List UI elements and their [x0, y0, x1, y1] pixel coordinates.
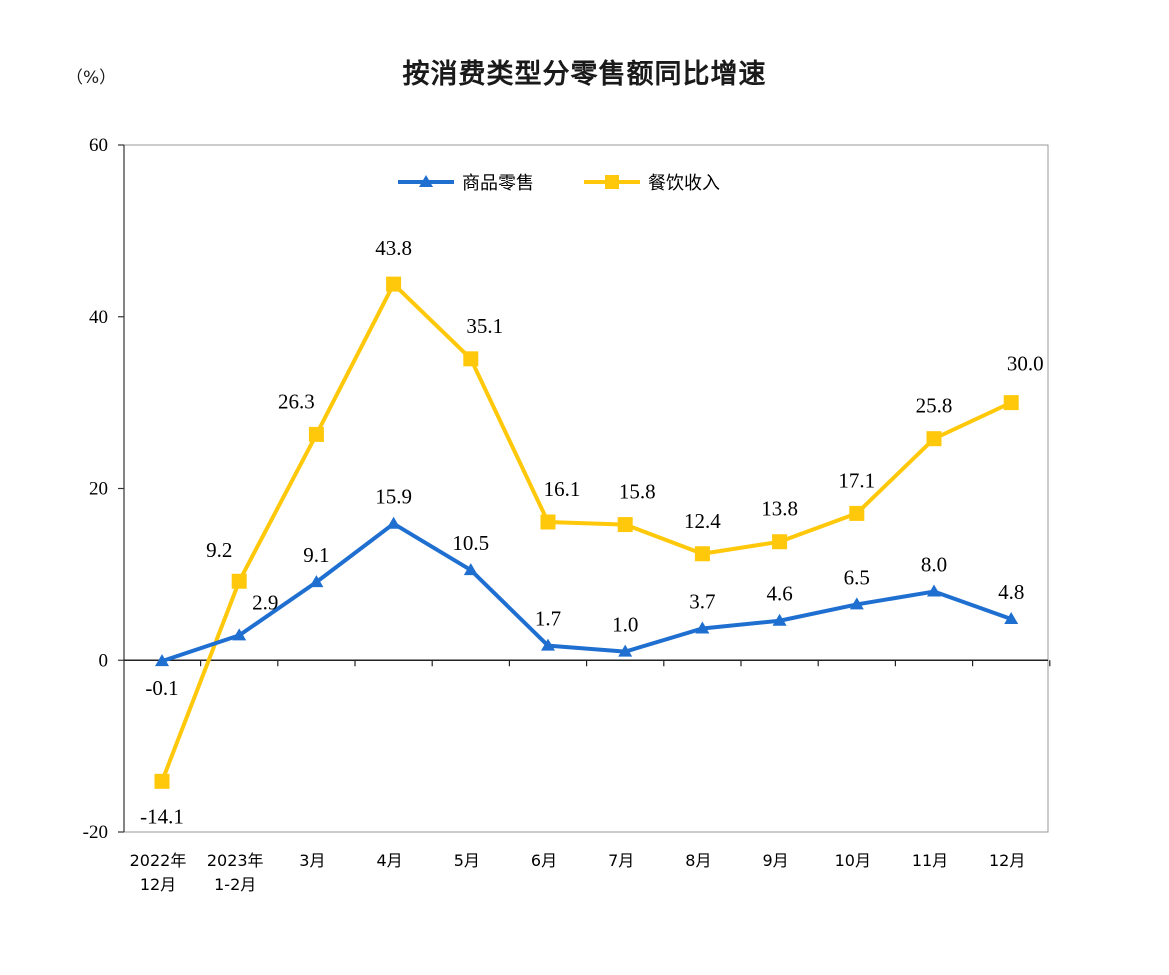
series-group — [154, 276, 1019, 789]
data-labels: -0.1 2.9 9.1 15.9 10.5 1.7 1.0 3.7 4.6 6.5 8.0 4.8 -… — [140, 236, 1043, 828]
data-label-goods: 4.8 — [998, 580, 1024, 604]
data-point-catering — [849, 505, 865, 521]
data-point-catering — [1003, 395, 1019, 411]
chart-title: 按消费类型分零售额同比增速 — [402, 59, 767, 90]
legend-marker-square — [605, 175, 619, 189]
data-point-goods — [695, 621, 710, 634]
x-tick-label: 4月 — [377, 851, 403, 870]
data-label-catering: -14.1 — [140, 804, 184, 828]
data-label-catering: 12.4 — [684, 509, 721, 533]
x-tick-label: 11月 — [912, 851, 948, 870]
data-point-catering — [772, 534, 788, 550]
data-label-catering: 13.8 — [761, 497, 798, 521]
data-label-goods: 9.1 — [303, 543, 329, 567]
x-tick-label: 5月 — [454, 851, 480, 870]
data-label-goods: 6.5 — [844, 565, 870, 589]
data-point-catering — [694, 546, 710, 562]
data-point-goods — [849, 597, 864, 610]
x-tick-label: 6月 — [531, 851, 557, 870]
x-tick-label: 10月 — [835, 851, 871, 870]
data-point-catering — [540, 514, 556, 530]
data-label-catering: 43.8 — [375, 236, 412, 260]
data-label-catering: 15.8 — [619, 480, 656, 504]
legend: 商品零售 餐饮收入 — [398, 173, 720, 194]
x-tick-label: 2022年 12月 — [130, 851, 187, 894]
data-point-goods — [541, 638, 555, 651]
data-label-catering: 30.0 — [1007, 352, 1044, 376]
legend-label: 商品零售 — [462, 173, 534, 194]
data-point-catering — [308, 426, 324, 442]
data-label-goods: -0.1 — [145, 676, 178, 700]
data-point-catering — [617, 517, 633, 533]
data-label-goods: 1.0 — [612, 613, 638, 637]
x-tick-label: 2023年 1-2月 — [207, 851, 264, 894]
legend-marker-triangle — [419, 175, 433, 187]
x-tick-label: 8月 — [685, 851, 711, 870]
y-unit-label: （%） — [66, 68, 117, 88]
data-point-catering — [154, 773, 170, 789]
data-label-goods: 15.9 — [375, 485, 412, 509]
data-label-catering: 16.1 — [544, 477, 581, 501]
data-label-goods: 8.0 — [921, 553, 947, 577]
x-tick-label: 12月 — [989, 851, 1025, 870]
x-tick-label: 7月 — [608, 851, 634, 870]
data-label-goods: 10.5 — [452, 531, 489, 555]
data-point-catering — [463, 351, 479, 367]
y-tick-label: 60 — [89, 135, 108, 156]
data-point-goods — [772, 613, 787, 626]
data-label-goods: 4.6 — [766, 582, 792, 606]
data-label-catering: 25.8 — [916, 394, 953, 418]
axes: -20 0 20 40 60 2022年 12月 2023年 1-2月 3月 4月 5月 6月 7月 8月 9… — [83, 135, 1051, 894]
legend-label: 餐饮收入 — [648, 173, 720, 194]
data-point-goods — [309, 575, 324, 588]
data-point-goods — [618, 644, 633, 657]
data-label-catering: 17.1 — [838, 468, 875, 492]
y-tick-label: -20 — [83, 822, 108, 843]
data-point-catering — [386, 276, 402, 292]
data-point-goods — [1004, 612, 1019, 625]
data-point-goods — [463, 563, 478, 576]
data-label-goods: 3.7 — [689, 589, 715, 613]
data-label-goods: 1.7 — [535, 607, 561, 631]
x-tick-label: 3月 — [299, 851, 325, 870]
data-label-catering: 9.2 — [206, 538, 232, 562]
data-point-catering — [926, 431, 942, 447]
data-label-goods: 2.9 — [252, 590, 278, 614]
data-point-goods — [232, 628, 247, 641]
y-tick-label: 0 — [99, 650, 109, 671]
series-line-goods — [160, 521, 1014, 664]
data-point-goods — [155, 654, 169, 667]
plot-frame — [123, 144, 1049, 833]
y-tick-label: 40 — [89, 307, 108, 328]
data-point-catering — [231, 573, 247, 589]
y-tick-label: 20 — [89, 479, 108, 500]
data-label-catering: 35.1 — [466, 314, 503, 338]
data-point-goods — [927, 584, 941, 597]
series-line-catering — [160, 282, 1014, 784]
x-tick-label: 9月 — [763, 851, 789, 870]
data-label-catering: 26.3 — [278, 389, 315, 413]
data-point-goods — [386, 516, 401, 529]
